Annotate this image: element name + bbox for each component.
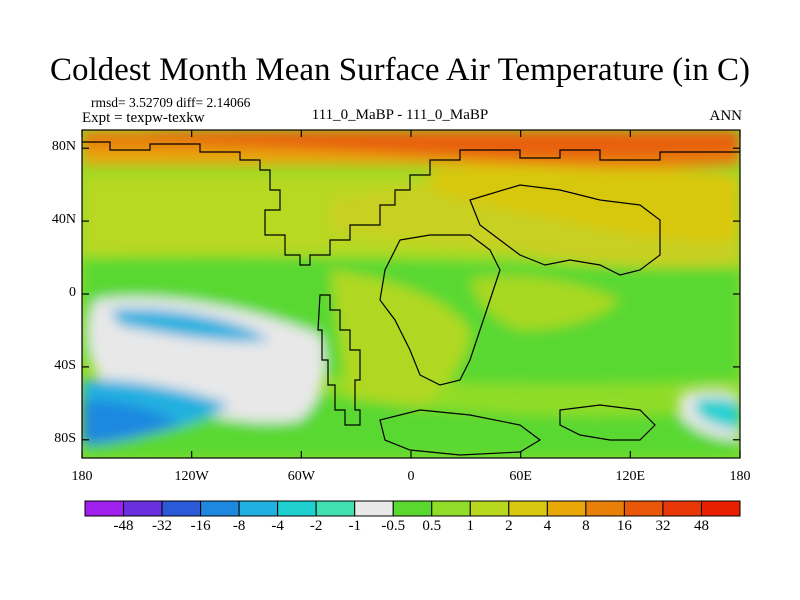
chart-title: Coldest Month Mean Surface Air Temperatu… [50,52,750,88]
colorbar-label: 48 [693,518,709,534]
colorbar-swatch [277,500,317,517]
x-tick-label: 0 [407,469,415,484]
case-label: 111_0_MaBP - 111_0_MaBP [311,107,489,123]
region-siberia [430,164,740,242]
region-pacific-cold [110,309,270,342]
colorbar-swatch [123,500,163,517]
y-tick-label: 0 [69,285,76,300]
colorbar-swatch [238,500,279,517]
colorbar-label: 0.5 [422,518,442,534]
coast-australia [559,404,656,441]
y-tick-label: 40N [51,212,76,228]
y-tick-label: 80N [51,139,76,155]
x-tick-label: 180 [729,469,751,484]
colorbar [84,500,741,517]
coastlines [82,141,740,456]
colorbar-label: -8 [232,518,246,534]
axis-ticks [81,130,741,458]
colorbar-swatch [84,500,125,517]
colorbar-label: 8 [582,518,590,534]
coast-south-america [317,294,361,426]
colorbar-label: -0.5 [381,518,406,534]
colorbar-label: -32 [152,518,173,534]
experiment-label: Expt = texpw-texkw [82,110,205,126]
colorbar-label: 2 [505,518,513,534]
colorbar-swatch [508,500,548,517]
x-tick-label: 60E [509,469,532,484]
colorbar-label: -1 [348,518,361,534]
x-tick-label: 180 [71,469,93,484]
region-south-america [330,270,470,423]
season-label: ANN [709,108,743,124]
colorbar-label: -16 [190,518,211,534]
region-indian [470,276,620,330]
colorbar-swatch [431,500,471,517]
colorbar-label: 4 [543,518,552,534]
colorbar-swatch [623,500,664,517]
map-field [82,130,740,458]
x-tick-label: 120E [615,469,646,484]
colorbar-label: 16 [616,518,632,534]
colorbar-label: 1 [466,518,475,534]
colorbar-swatch [315,500,356,517]
colorbar-swatch [354,500,394,517]
colorbar-swatch [200,500,240,517]
colorbar-label: -2 [309,518,323,534]
colorbar-swatch [546,500,587,517]
colorbar-label: -4 [271,518,284,534]
colorbar-swatch [662,500,702,517]
x-tick-label: 60W [287,469,315,484]
colorbar-swatch [161,500,202,517]
coast-asia [469,184,661,276]
x-tick-label: 120W [174,469,209,484]
region-south-east-cold [695,397,740,430]
y-tick-label: 80S [54,430,76,446]
coast-africa [379,234,501,386]
colorbar-swatch [700,500,741,517]
coast-antarctic [379,409,542,456]
y-tick-label: 40S [54,357,76,373]
colorbar-label: 32 [655,518,671,534]
rmsd-label: rmsd= 3.52709 diff= 2.14066 [91,95,251,110]
region-southern-coldest [82,400,180,445]
colorbar-label: -48 [113,518,134,534]
colorbar-swatch [469,500,510,517]
colorbar-swatch [585,500,625,517]
coast-north-arc [82,141,740,266]
colorbar-swatch [392,500,433,517]
